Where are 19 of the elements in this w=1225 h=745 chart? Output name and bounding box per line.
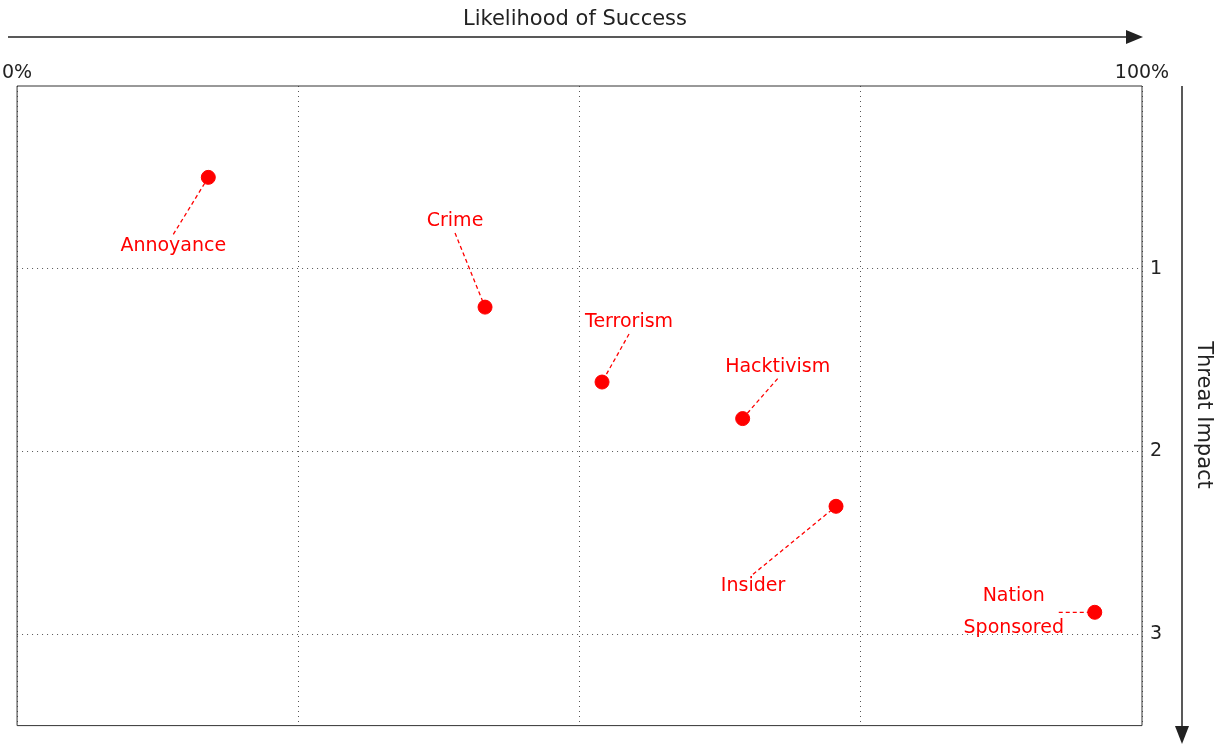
x-tick-label: 0% bbox=[1, 59, 33, 82]
y-tick-label: 2 bbox=[1150, 438, 1163, 461]
y-tick-label: 3 bbox=[1150, 621, 1163, 644]
point bbox=[594, 374, 610, 390]
point bbox=[1087, 604, 1103, 620]
point bbox=[200, 169, 216, 185]
point bbox=[477, 299, 493, 315]
y-tick-label: 1 bbox=[1150, 255, 1163, 278]
x-axis-title: Likelihood of Success bbox=[462, 6, 688, 30]
annotation: Annoyance bbox=[120, 233, 227, 256]
y-axis-title: Threat Impact bbox=[1193, 341, 1217, 489]
point bbox=[828, 498, 844, 514]
annotation: Nation Sponsored bbox=[963, 583, 1064, 638]
annotation: Terrorism bbox=[584, 308, 674, 331]
point bbox=[735, 411, 751, 427]
annotation: Crime bbox=[426, 208, 484, 231]
x-tick-label: 100% bbox=[1114, 59, 1170, 82]
annotation: Hacktivism bbox=[725, 353, 831, 376]
annotation: Insider bbox=[720, 573, 786, 596]
